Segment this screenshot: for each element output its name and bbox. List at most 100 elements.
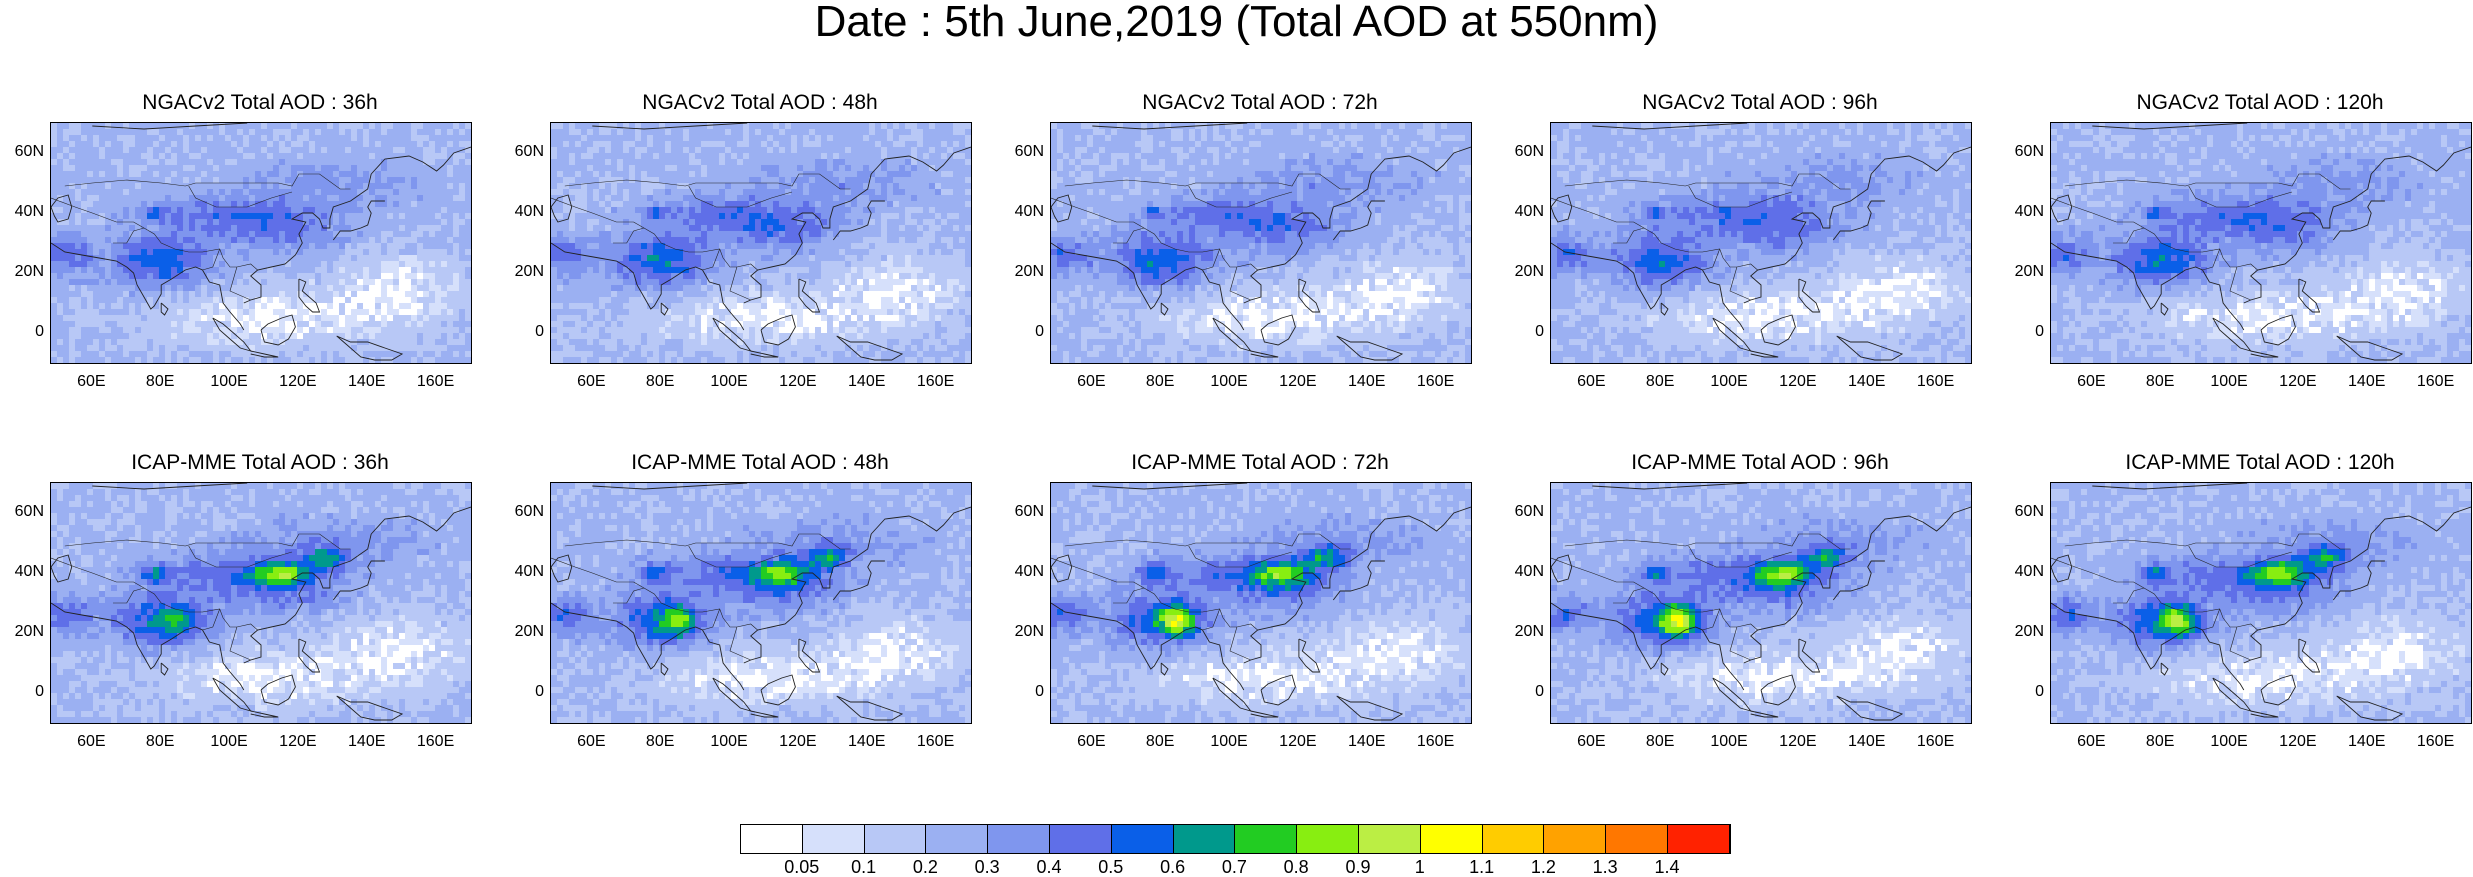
lat-tick-label: 40N: [4, 564, 44, 580]
lon-tick-label: 80E: [1635, 734, 1685, 750]
colorbar-swatch: [865, 825, 927, 853]
aod-map: [1050, 122, 1472, 364]
lat-tick-label: 0: [504, 684, 544, 700]
colorbar-label: 0.05: [777, 858, 827, 876]
aod-field-svg: [1551, 483, 1971, 723]
colorbar-swatch: [988, 825, 1050, 853]
panel-title: ICAP-MME Total AOD : 96h: [1550, 452, 1970, 474]
lon-tick-label: 100E: [2204, 374, 2254, 390]
aod-field-svg: [1051, 123, 1471, 363]
lon-tick-label: 60E: [2066, 734, 2116, 750]
lon-tick-label: 60E: [66, 734, 116, 750]
lon-tick-label: 160E: [911, 734, 961, 750]
colorbar-label: 1.4: [1642, 858, 1692, 876]
colorbar-swatch: [1606, 825, 1668, 853]
lon-tick-label: 160E: [1911, 734, 1961, 750]
aod-map: [1550, 482, 1972, 724]
lon-tick-label: 120E: [273, 374, 323, 390]
colorbar-swatch: [803, 825, 865, 853]
colorbar-swatch: [1050, 825, 1112, 853]
lat-tick-label: 40N: [1504, 204, 1544, 220]
colorbar-label: 0.8: [1271, 858, 1321, 876]
lat-tick-label: 60N: [2004, 504, 2044, 520]
lon-tick-label: 140E: [342, 374, 392, 390]
lat-tick-label: 0: [1504, 324, 1544, 340]
lon-tick-label: 140E: [842, 734, 892, 750]
lat-tick-label: 60N: [1504, 504, 1544, 520]
lon-tick-label: 60E: [1066, 734, 1116, 750]
lon-tick-label: 100E: [1204, 374, 1254, 390]
lon-tick-label: 80E: [1135, 374, 1185, 390]
colorbar-swatch: [926, 825, 988, 853]
lon-tick-label: 160E: [1411, 374, 1461, 390]
aod-field-svg: [51, 123, 471, 363]
lat-tick-label: 20N: [1004, 624, 1044, 640]
colorbar-label: 1.2: [1518, 858, 1568, 876]
lat-tick-label: 0: [1004, 324, 1044, 340]
lat-tick-label: 60N: [1004, 504, 1044, 520]
aod-map: [550, 482, 972, 724]
lon-tick-label: 140E: [342, 734, 392, 750]
lon-tick-label: 120E: [2273, 734, 2323, 750]
colorbar-swatch: [741, 825, 803, 853]
lon-tick-label: 100E: [1704, 734, 1754, 750]
lat-tick-label: 20N: [2004, 264, 2044, 280]
colorbar-swatch: [1235, 825, 1297, 853]
colorbar-swatch: [1544, 825, 1606, 853]
colorbar-label: 0.6: [1148, 858, 1198, 876]
panel-title: NGACv2 Total AOD : 120h: [2050, 92, 2470, 114]
colorbar-swatch: [1668, 825, 1730, 853]
lon-tick-label: 160E: [911, 374, 961, 390]
lat-tick-label: 20N: [504, 264, 544, 280]
lat-tick-label: 20N: [2004, 624, 2044, 640]
colorbar-label: 0.5: [1086, 858, 1136, 876]
lon-tick-label: 160E: [411, 734, 461, 750]
lon-tick-label: 120E: [1773, 734, 1823, 750]
lon-tick-label: 100E: [204, 374, 254, 390]
aod-field-svg: [551, 123, 971, 363]
lat-tick-label: 0: [2004, 684, 2044, 700]
lon-tick-label: 60E: [66, 374, 116, 390]
lat-tick-label: 20N: [504, 624, 544, 640]
lat-tick-label: 0: [2004, 324, 2044, 340]
lat-tick-label: 40N: [2004, 204, 2044, 220]
aod-map: [50, 482, 472, 724]
lon-tick-label: 60E: [1566, 374, 1616, 390]
lon-tick-label: 60E: [2066, 374, 2116, 390]
lon-tick-label: 100E: [704, 374, 754, 390]
lon-tick-label: 140E: [1842, 374, 1892, 390]
aod-field-svg: [51, 483, 471, 723]
lat-tick-label: 20N: [1504, 624, 1544, 640]
panel-title: NGACv2 Total AOD : 36h: [50, 92, 470, 114]
colorbar-swatch: [1483, 825, 1545, 853]
lon-tick-label: 120E: [1273, 734, 1323, 750]
lon-tick-label: 80E: [2135, 374, 2185, 390]
colorbar-label: 0.9: [1333, 858, 1383, 876]
panel-title: NGACv2 Total AOD : 48h: [550, 92, 970, 114]
panel-title: NGACv2 Total AOD : 72h: [1050, 92, 1470, 114]
colorbar-label: 0.7: [1209, 858, 1259, 876]
lon-tick-label: 100E: [1704, 374, 1754, 390]
colorbar-swatch: [1359, 825, 1421, 853]
lon-tick-label: 140E: [2342, 734, 2392, 750]
lon-tick-label: 140E: [1842, 734, 1892, 750]
panel-title: NGACv2 Total AOD : 96h: [1550, 92, 1970, 114]
lon-tick-label: 120E: [2273, 374, 2323, 390]
lat-tick-label: 0: [1004, 684, 1044, 700]
colorbar-swatch: [1297, 825, 1359, 853]
colorbar-label: 0.1: [839, 858, 889, 876]
lat-tick-label: 0: [504, 324, 544, 340]
lat-tick-label: 40N: [504, 564, 544, 580]
lat-tick-label: 0: [4, 684, 44, 700]
lon-tick-label: 160E: [411, 374, 461, 390]
lon-tick-label: 80E: [2135, 734, 2185, 750]
lat-tick-label: 40N: [4, 204, 44, 220]
lat-tick-label: 60N: [1504, 144, 1544, 160]
colorbar-label: 0.3: [962, 858, 1012, 876]
aod-field-svg: [2051, 123, 2471, 363]
